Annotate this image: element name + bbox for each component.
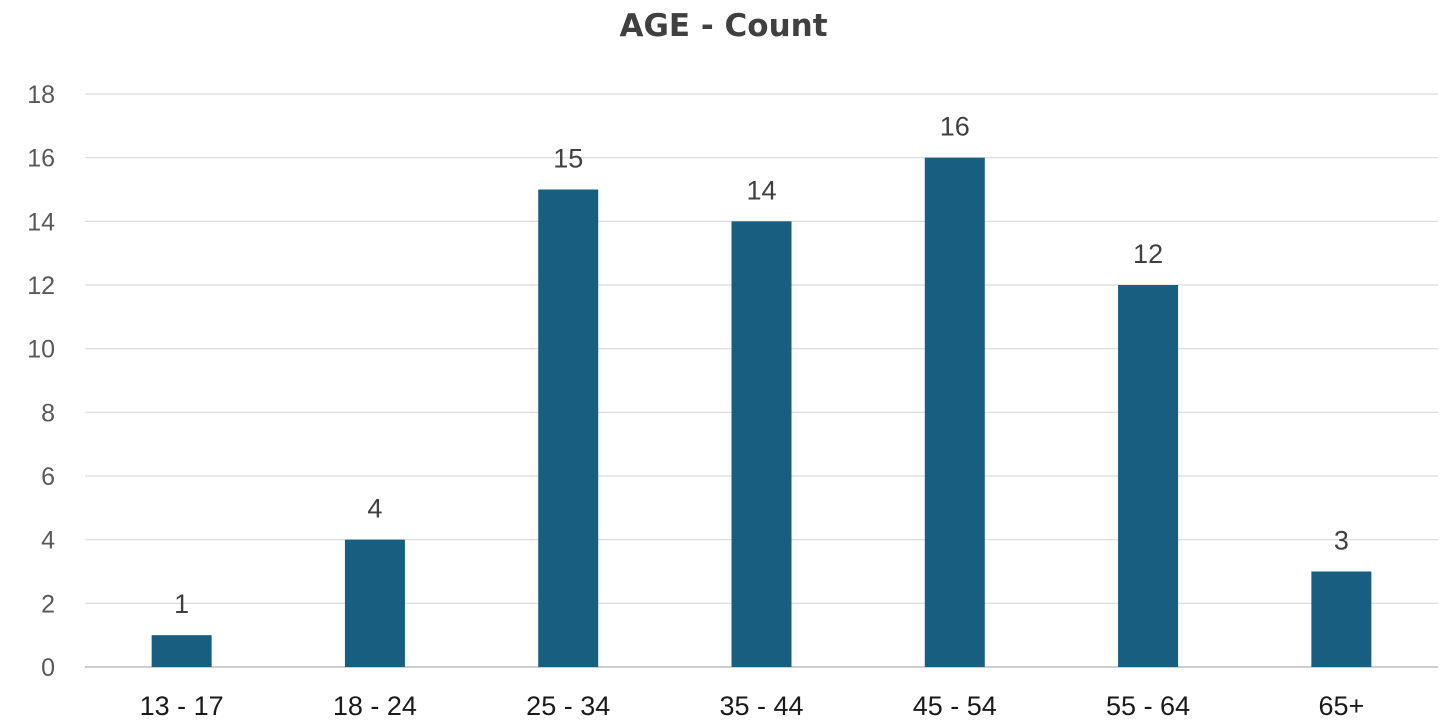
x-category-label: 55 - 64 [1106,691,1190,721]
y-tick-label: 4 [41,527,55,555]
bar [344,539,405,667]
bar [151,635,212,667]
bars [151,157,1372,668]
data-label: 14 [746,175,776,205]
y-axis-ticks: 0 2 4 6 8 10 12 14 16 18 [27,81,55,682]
bar [1118,285,1179,667]
x-category-label: 45 - 54 [913,691,997,721]
x-category-label: 18 - 24 [333,691,417,721]
bar [924,157,985,667]
chart-title: AGE - Count [619,8,828,44]
bar [731,221,792,668]
data-label: 16 [940,112,970,142]
data-label: 15 [553,144,583,174]
y-tick-label: 8 [41,399,55,427]
x-axis-categories: 13 - 17 18 - 24 25 - 34 35 - 44 45 - 54 55 - … [140,691,1365,721]
y-tick-label: 2 [41,590,55,618]
y-tick-label: 18 [27,81,55,109]
data-label: 12 [1133,239,1163,269]
y-tick-label: 10 [27,336,55,364]
y-tick-label: 14 [27,208,55,236]
x-category-label: 13 - 17 [140,691,224,721]
bar [1311,571,1372,667]
bar [538,189,599,667]
y-tick-label: 0 [41,654,55,682]
data-label: 4 [367,494,382,524]
x-category-label: 25 - 34 [526,691,610,721]
y-tick-label: 6 [41,463,55,491]
x-category-label: 35 - 44 [719,691,803,721]
y-tick-label: 16 [27,145,55,173]
x-category-label: 65+ [1318,691,1364,721]
data-label: 3 [1334,526,1349,556]
data-label: 1 [174,589,189,619]
y-tick-label: 12 [27,272,55,300]
